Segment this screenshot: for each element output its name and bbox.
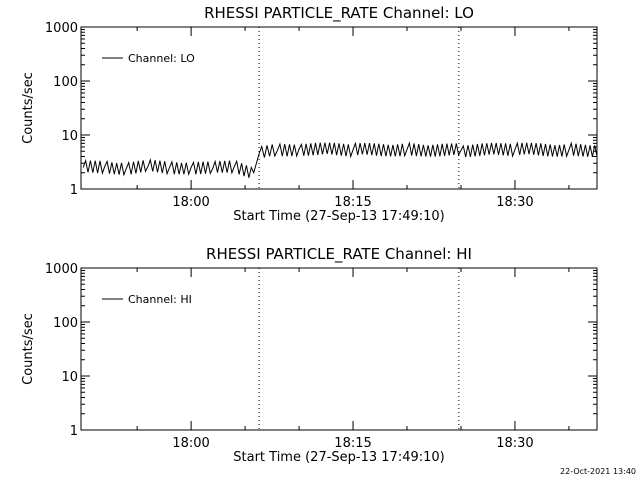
chart-title: RHESSI PARTICLE_RATE Channel: HI	[206, 245, 472, 264]
y-tick-label: 10	[61, 370, 78, 385]
series-line	[82, 141, 597, 178]
x-tick-label: 18:30	[496, 436, 533, 451]
y-tick-label: 1000	[45, 21, 78, 36]
x-tick-label: 18:15	[334, 195, 371, 210]
y-tick-label: 10	[61, 129, 78, 144]
panel-hi: RHESSI PARTICLE_RATE Channel: HI 1 10 100 10…	[21, 245, 598, 465]
panel-lo: RHESSI PARTICLE_RATE Channel: LO 1 10 100 10…	[21, 4, 623, 224]
x-tick-label: 18:30	[496, 195, 533, 210]
y-tick-label: 100	[53, 316, 78, 331]
y-tick-label: 100	[53, 75, 78, 90]
y-tick-label: 1	[70, 183, 78, 198]
plot-frame	[80, 26, 598, 190]
y-axis-label: Counts/sec	[21, 313, 36, 385]
y-tick-label: 1000	[45, 262, 78, 277]
y-axis-label: Counts/sec	[21, 72, 36, 144]
x-tick-label: 18:00	[172, 195, 209, 210]
x-axis-label: Start Time (27-Sep-13 17:49:10)	[233, 450, 444, 465]
x-tick-label: 18:15	[334, 436, 371, 451]
legend-label: Channel: LO	[128, 52, 195, 65]
plot-frame	[80, 267, 598, 431]
x-axis-label: Start Time (27-Sep-13 17:49:10)	[233, 209, 444, 224]
legend-label: Channel: HI	[128, 293, 192, 306]
x-tick-label: 18:00	[172, 436, 209, 451]
chart-title: RHESSI PARTICLE_RATE Channel: LO	[204, 4, 474, 23]
plot-timestamp: 22-Oct-2021 13:40	[560, 467, 636, 476]
y-tick-label: 1	[70, 424, 78, 439]
